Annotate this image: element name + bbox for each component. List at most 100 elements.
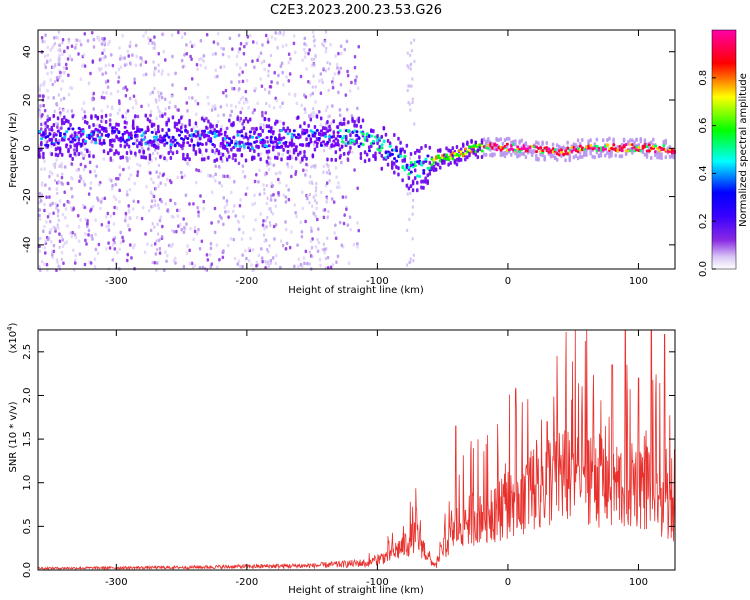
heatmap-ridge-halo: [202, 118, 206, 123]
heatmap-streak-cell: [322, 44, 325, 48]
heatmap-streak-cell: [326, 125, 329, 129]
heatmap-streak-cell: [263, 191, 266, 195]
heatmap-ridge-cell: [182, 138, 186, 142]
heatmap-noise-cell: [155, 116, 158, 121]
heatmap-ridge-halo: [217, 151, 221, 156]
heatmap-ridge-halo: [359, 152, 363, 157]
heatmap-streak-cell: [323, 149, 326, 153]
heatmap-ridge-cell: [407, 172, 411, 176]
heatmap-noise-cell: [317, 240, 321, 245]
heatmap-ridge-cell: [301, 143, 305, 147]
heatmap-noise-cell: [239, 116, 243, 121]
heatmap-ridge-halo: [363, 159, 367, 164]
heatmap-noise-cell: [91, 60, 95, 64]
heatmap-ridge-cell: [129, 134, 133, 138]
heatmap-noise-cell: [131, 207, 135, 211]
heatmap-ridge-cell: [56, 129, 60, 133]
heatmap-noise-cell: [237, 259, 241, 264]
heatmap-noise-cell: [63, 190, 66, 194]
heatmap-ridge-halo: [370, 128, 373, 133]
heatmap-ridge-halo: [555, 148, 559, 153]
heatmap-noise-cell: [356, 242, 359, 246]
heatmap-noise-cell: [163, 112, 167, 116]
heatmap-noise-cell: [273, 70, 276, 75]
heatmap-streak-cell: [59, 49, 62, 53]
heatmap-ridge-cell: [380, 146, 384, 150]
heatmap-ridge-cell: [123, 140, 127, 144]
heatmap-ridge-halo: [100, 132, 104, 137]
heatmap-ridge-halo: [213, 158, 216, 163]
heatmap-ridge-halo: [286, 156, 290, 161]
heatmap-ridge-halo: [182, 152, 185, 157]
heatmap-noise-cell: [338, 220, 342, 225]
heatmap-noise-cell: [282, 83, 285, 87]
heatmap-streak-cell: [324, 144, 327, 148]
heatmap-noise-cell: [90, 140, 93, 144]
heatmap-streak-cell: [266, 196, 269, 200]
heatmap-ridge-halo: [142, 155, 145, 160]
heatmap-ridge-halo: [60, 121, 64, 126]
heatmap-noise-cell: [339, 66, 342, 71]
heatmap-noise-cell: [255, 264, 258, 268]
heatmap-noise-cell: [310, 229, 313, 233]
heatmap-ridge-halo: [86, 120, 89, 125]
heatmap-noise-cell: [233, 180, 236, 184]
heatmap-noise-cell: [354, 81, 357, 86]
heatmap-noise-cell: [167, 105, 171, 110]
heatmap-noise-cell: [220, 184, 224, 188]
heatmap-noise-cell: [207, 173, 210, 178]
heatmap-ridge-cell: [165, 133, 169, 137]
heatmap-noise-cell: [239, 198, 242, 202]
heatmap-ridge-halo: [347, 151, 350, 156]
heatmap-ridge-halo: [192, 147, 196, 152]
heatmap-ridge-halo: [470, 139, 473, 144]
heatmap-noise-cell: [45, 220, 48, 224]
heatmap-noise-cell: [275, 171, 278, 176]
heatmap-streak-cell: [325, 200, 328, 204]
heatmap-noise-cell: [343, 47, 347, 52]
heatmap-streak-cell: [410, 49, 413, 53]
heatmap-noise-cell: [91, 204, 95, 209]
heatmap-ridge-halo: [349, 145, 352, 150]
heatmap-ridge-halo: [200, 132, 204, 137]
figure-title: C2E3.2023.200.23.53.G26: [270, 3, 442, 18]
heatmap-ridge-halo: [52, 113, 56, 118]
heatmap-noise-cell: [56, 125, 59, 129]
heatmap-noise-cell: [305, 67, 308, 71]
heatmap-noise-cell: [157, 98, 161, 102]
heatmap-ridge-halo: [77, 137, 81, 142]
heatmap-noise-cell: [256, 58, 259, 62]
heatmap-ridge-halo: [420, 145, 423, 150]
heatmap-streak-cell: [265, 184, 268, 188]
heatmap-ridge-cell: [238, 144, 242, 148]
heatmap-ridge-halo: [652, 137, 655, 142]
heatmap-noise-cell: [43, 40, 46, 44]
heatmap-noise-cell: [144, 60, 148, 64]
heatmap-noise-cell: [81, 116, 85, 121]
heatmap-noise-cell: [237, 50, 240, 54]
heatmap-streak-cell: [58, 107, 61, 111]
heatmap-noise-cell: [64, 62, 68, 67]
heatmap-ridge-cell: [612, 143, 616, 147]
heatmap-ridge-cell: [267, 144, 271, 148]
heatmap-ridge-cell: [171, 140, 175, 144]
heatmap-noise-cell: [89, 170, 92, 174]
heatmap-noise-cell: [192, 126, 195, 130]
heatmap-ridge-halo: [173, 121, 177, 126]
heatmap-noise-cell: [91, 237, 94, 241]
heatmap-noise-cell: [193, 263, 197, 268]
heatmap-streak-cell: [413, 38, 416, 42]
heatmap-ridge-halo: [69, 122, 72, 127]
heatmap-noise-cell: [96, 36, 99, 40]
heatmap-streak-cell: [157, 203, 160, 207]
heatmap-noise-cell: [52, 211, 55, 216]
heatmap-ridge-halo: [215, 157, 219, 162]
heatmap-streak-cell: [56, 223, 59, 227]
heatmap-noise-cell: [300, 235, 304, 239]
heatmap-ridge-cell: [305, 128, 309, 132]
heatmap-noise-cell: [180, 35, 184, 40]
heatmap-streak-cell: [309, 193, 312, 197]
heatmap-noise-cell: [38, 244, 41, 249]
heatmap-ridge-halo: [109, 142, 112, 147]
heatmap-noise-cell: [183, 225, 186, 230]
